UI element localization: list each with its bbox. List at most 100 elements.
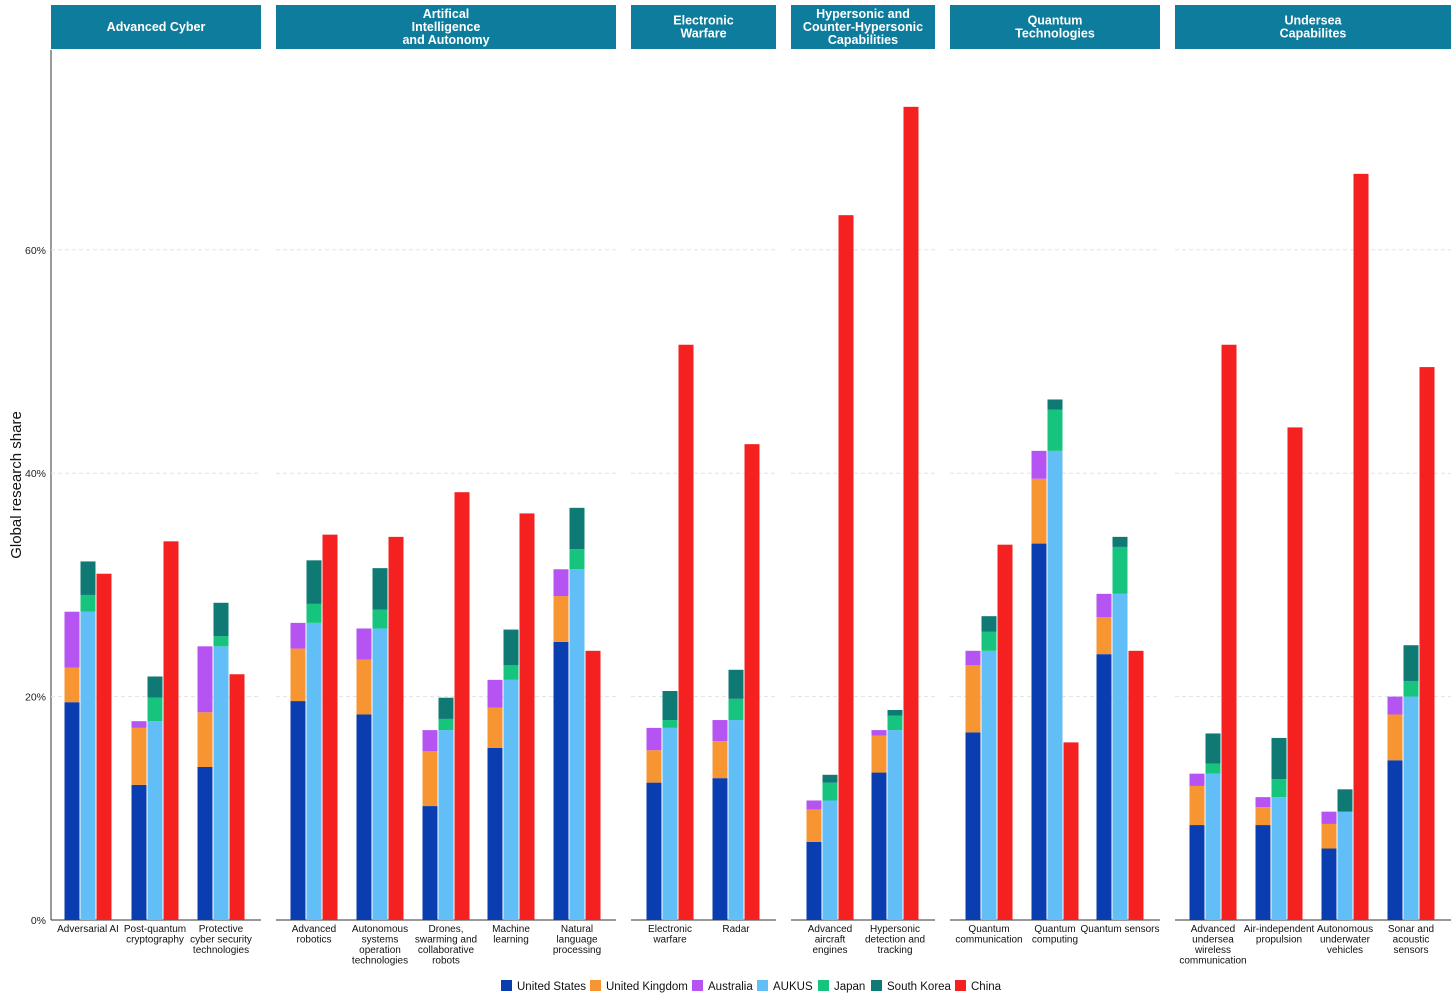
- bar-south-korea: [1112, 536, 1128, 547]
- category-label: Quantum sensors: [1081, 924, 1160, 935]
- bar-united-states: [712, 778, 728, 920]
- category-label: Advanced: [808, 924, 852, 935]
- bar-china: [1063, 742, 1079, 920]
- bar-australia: [1387, 696, 1403, 715]
- bar-united-kingdom: [646, 750, 662, 783]
- category-label: collaborative: [418, 945, 475, 956]
- bar-united-states: [64, 702, 80, 920]
- bar-china: [585, 650, 601, 920]
- category-label: Adversarial AI: [57, 924, 119, 935]
- bar-japan: [147, 697, 163, 722]
- bar-united-kingdom: [553, 596, 569, 642]
- category-label: communication: [955, 935, 1022, 946]
- bar-china: [454, 492, 470, 920]
- bar-south-korea: [887, 710, 903, 716]
- legend-label: AUKUS: [773, 981, 813, 993]
- bar-united-kingdom: [356, 659, 372, 715]
- bar-aukus: [1205, 773, 1221, 920]
- category-label: Radar: [722, 924, 750, 935]
- bar-japan: [822, 782, 838, 801]
- bar-united-kingdom: [806, 809, 822, 842]
- y-tick-label: 40%: [25, 468, 46, 480]
- bar-united-kingdom: [712, 741, 728, 779]
- category-label: Post-quantum: [124, 924, 186, 935]
- bar-aukus: [80, 611, 96, 920]
- bar-china: [229, 674, 245, 920]
- category-label: Quantum: [1034, 924, 1075, 935]
- bar-united-states: [1387, 760, 1403, 920]
- bar-south-korea: [1403, 645, 1419, 681]
- bar-aukus: [887, 730, 903, 920]
- bar-china: [519, 513, 535, 920]
- bar-united-kingdom: [487, 707, 503, 748]
- bar-japan: [1112, 546, 1128, 594]
- legend-swatch: [501, 980, 512, 991]
- bar-china: [388, 536, 404, 920]
- bar-china: [1419, 367, 1435, 921]
- bar-united-states: [1189, 825, 1205, 920]
- bar-australia: [487, 679, 503, 708]
- bar-united-kingdom: [1189, 785, 1205, 826]
- y-tick-label: 60%: [25, 245, 46, 257]
- bar-united-kingdom: [64, 667, 80, 703]
- bar-china: [1353, 173, 1369, 920]
- category-label: cyber security: [190, 935, 252, 946]
- bar-china: [163, 541, 179, 920]
- category-label: technologies: [193, 945, 249, 956]
- bar-australia: [131, 721, 147, 728]
- bar-south-korea: [213, 602, 229, 637]
- bar-united-kingdom: [965, 665, 981, 733]
- bar-south-korea: [1047, 399, 1063, 410]
- bar-united-states: [422, 806, 438, 920]
- bar-australia: [290, 622, 306, 649]
- category-label: engines: [812, 945, 847, 956]
- bar-china: [903, 106, 919, 921]
- category-label: wireless: [1194, 945, 1231, 956]
- facet-header: [950, 5, 1160, 49]
- category-label: Sonar and: [1388, 924, 1434, 935]
- bar-aukus: [147, 721, 163, 920]
- bar-united-states: [290, 701, 306, 920]
- category-label: Natural: [561, 924, 593, 935]
- bar-japan: [503, 665, 519, 680]
- bar-united-states: [131, 784, 147, 920]
- bar-china: [838, 215, 854, 921]
- bar-aukus: [1112, 593, 1128, 920]
- facet-title: Advanced Cyber: [107, 20, 206, 34]
- bar-china: [96, 573, 112, 920]
- facet-title: Quantum: [1028, 14, 1083, 28]
- bar-south-korea: [569, 507, 585, 550]
- category-label: Air-independent: [1244, 924, 1315, 935]
- facet-title: Intelligence: [412, 20, 481, 34]
- category-label: computing: [1032, 935, 1078, 946]
- bar-japan: [438, 718, 454, 731]
- bar-japan: [728, 698, 744, 721]
- bar-south-korea: [981, 616, 997, 632]
- facet-header: [1175, 5, 1451, 49]
- bar-united-states: [487, 747, 503, 920]
- category-label: undersea: [1192, 935, 1234, 946]
- legend-swatch: [818, 980, 829, 991]
- category-label: language: [556, 935, 598, 946]
- bar-united-states: [553, 641, 569, 920]
- bar-aukus: [438, 730, 454, 920]
- facet-header: [631, 5, 776, 49]
- bar-united-states: [871, 772, 887, 920]
- bar-united-states: [356, 714, 372, 920]
- facet-title: Undersea: [1285, 14, 1343, 28]
- bar-aukus: [306, 622, 322, 920]
- bar-aukus: [569, 569, 585, 920]
- bar-united-states: [1096, 654, 1112, 920]
- bar-china: [322, 534, 338, 920]
- facet-title: Capabilites: [1280, 27, 1347, 41]
- bar-united-kingdom: [197, 712, 213, 767]
- bar-japan: [1047, 409, 1063, 451]
- bar-australia: [553, 569, 569, 597]
- bar-china: [997, 544, 1013, 920]
- y-tick-label: 20%: [25, 692, 46, 704]
- bar-aukus: [728, 720, 744, 920]
- bar-united-states: [646, 782, 662, 920]
- bar-south-korea: [503, 629, 519, 666]
- legend-label: United Kingdom: [606, 981, 688, 993]
- legend-label: United States: [517, 981, 586, 993]
